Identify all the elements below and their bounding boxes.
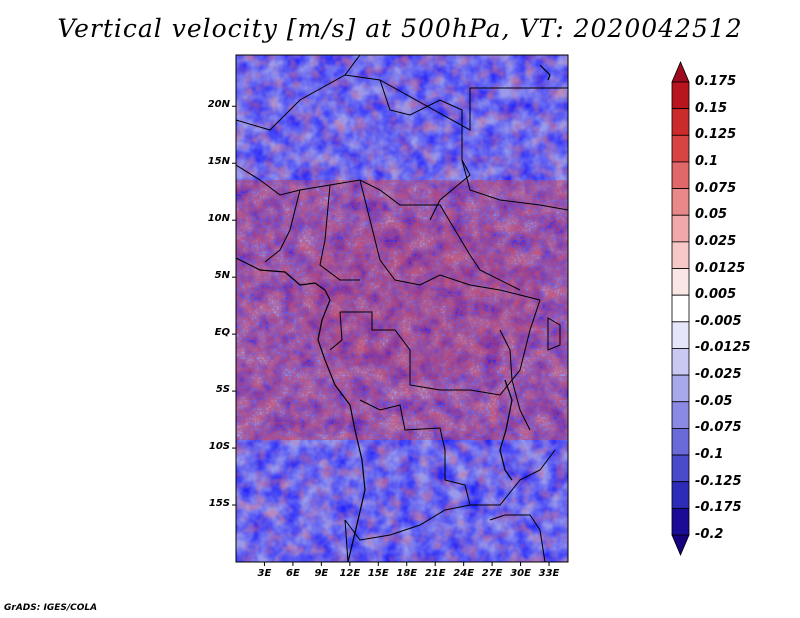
colorbar-cell — [671, 507, 690, 536]
axis-ticks — [232, 105, 550, 566]
colorbar-label: 0.075 — [695, 180, 737, 196]
colorbar-label: 0.125 — [695, 127, 737, 143]
lon-label: 21E — [424, 568, 446, 579]
lat-label: EQ — [214, 327, 230, 339]
lon-label: 33E — [538, 568, 560, 579]
colorbar-cell — [671, 454, 690, 483]
credit-text: GrADS: IGES/COLA — [4, 603, 98, 613]
map-frame — [235, 54, 569, 563]
lon-label: 6E — [286, 568, 300, 579]
colorbar-cell — [671, 374, 690, 403]
colorbar-cell — [671, 214, 690, 243]
colorbar-cell — [671, 188, 690, 216]
lon-label: 18E — [396, 568, 418, 579]
lat-label: 5S — [215, 384, 230, 396]
colorbar-cell — [671, 294, 690, 323]
map-title: Vertical velocity [m/s] at 500hPa, VT: 2… — [57, 14, 743, 43]
lat-label: 10S — [208, 441, 230, 453]
lat-label: 5N — [214, 270, 230, 282]
lat-label: 20N — [207, 99, 230, 111]
colorbar-cell — [671, 108, 690, 136]
colorbar-cell — [671, 401, 690, 429]
colorbar-cell — [671, 161, 690, 189]
colorbar-cell — [671, 268, 690, 296]
colorbar-label: -0.0125 — [695, 340, 751, 356]
lon-label: 3E — [257, 568, 272, 579]
lon-label: 30E — [510, 568, 531, 579]
lon-label: 27E — [481, 568, 503, 579]
lon-label: 9E — [314, 568, 329, 579]
colorbar-label: 0.005 — [695, 287, 737, 303]
field-layer — [236, 55, 568, 562]
colorbar-label: -0.025 — [695, 367, 742, 383]
lon-label: 12E — [339, 568, 361, 579]
colorbar-min-triangle — [671, 534, 690, 557]
colorbar-label: -0.125 — [695, 473, 742, 489]
colorbar-label: -0.2 — [695, 527, 724, 542]
colorbar-label: -0.005 — [695, 313, 742, 329]
colorbar-label: 0.15 — [695, 100, 728, 116]
colorbar-label: -0.05 — [695, 393, 733, 409]
lat-label: 15S — [208, 498, 230, 510]
coastline — [236, 64, 551, 562]
lon-label: 24E — [453, 568, 475, 579]
colorbar-cell — [671, 481, 690, 509]
colorbar-cell — [671, 134, 690, 163]
colorbar-cell — [671, 81, 690, 110]
colorbar-label: 0.025 — [695, 233, 737, 249]
colorbar-label: -0.075 — [695, 420, 742, 436]
colorbar-cell — [671, 428, 690, 456]
colorbar-max-triangle — [671, 60, 690, 83]
colorbar-cell — [671, 348, 690, 376]
lat-label: 15N — [207, 156, 230, 168]
colorbar-label: -0.1 — [695, 447, 724, 463]
lon-label: 15E — [367, 568, 389, 579]
colorbar-label: -0.175 — [695, 500, 742, 516]
colorbar-label: 0.05 — [695, 207, 728, 223]
colorbar-cell — [671, 321, 690, 349]
colorbar-label: 0.175 — [695, 74, 737, 89]
colorbar-label: 0.0125 — [695, 260, 746, 276]
lat-label: 10N — [207, 213, 230, 225]
country-borders — [236, 55, 568, 562]
colorbar-label: 0.1 — [695, 153, 719, 169]
colorbar-cell — [671, 241, 690, 269]
